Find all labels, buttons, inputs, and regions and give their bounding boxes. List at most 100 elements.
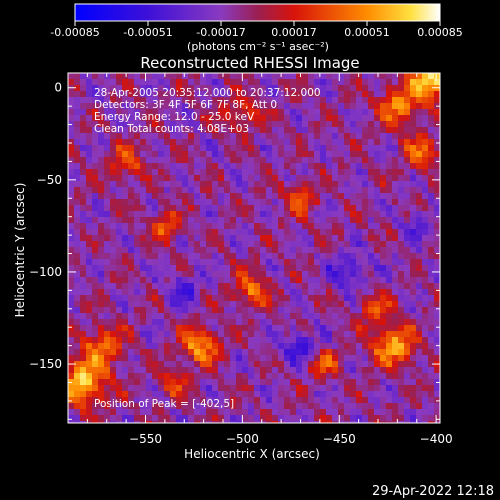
heatmap-cell — [86, 307, 92, 313]
heatmap-cell — [134, 301, 140, 307]
heatmap-cell — [104, 349, 110, 355]
heatmap-cell — [140, 163, 146, 169]
heatmap-cell — [284, 391, 290, 397]
heatmap-cell — [260, 235, 266, 241]
heatmap-cell — [266, 181, 272, 187]
heatmap-cell — [266, 253, 272, 259]
heatmap-cell — [428, 289, 434, 295]
heatmap-cell — [416, 187, 422, 193]
heatmap-cell — [194, 373, 200, 379]
heatmap-cell — [134, 403, 140, 409]
heatmap-cell — [404, 337, 410, 343]
heatmap-cell — [410, 295, 416, 301]
heatmap-cell — [128, 151, 134, 157]
heatmap-cell — [110, 397, 116, 403]
heatmap-cell — [116, 247, 122, 253]
heatmap-cell — [362, 391, 368, 397]
heatmap-cell — [146, 199, 152, 205]
heatmap-cell — [422, 193, 428, 199]
heatmap-cell — [380, 109, 386, 115]
heatmap-cell — [254, 259, 260, 265]
heatmap-cell — [398, 199, 404, 205]
heatmap-cell — [194, 313, 200, 319]
heatmap-cell — [164, 205, 170, 211]
heatmap-cell — [248, 277, 254, 283]
heatmap-cell — [218, 265, 224, 271]
heatmap-cell — [140, 319, 146, 325]
heatmap-cell — [398, 79, 404, 85]
heatmap-cell — [92, 277, 98, 283]
heatmap-cell — [320, 139, 326, 145]
heatmap-cell — [194, 205, 200, 211]
heatmap-cell — [320, 163, 326, 169]
heatmap-cell — [362, 109, 368, 115]
heatmap-cell — [80, 343, 86, 349]
heatmap-cell — [308, 157, 314, 163]
heatmap-cell — [164, 415, 170, 421]
heatmap-cell — [374, 217, 380, 223]
heatmap-cell — [194, 139, 200, 145]
heatmap-cell — [386, 103, 392, 109]
heatmap-cell — [80, 421, 86, 423]
heatmap-cell — [164, 163, 170, 169]
heatmap-cell — [308, 283, 314, 289]
heatmap-cell — [398, 355, 404, 361]
heatmap-cell — [356, 199, 362, 205]
heatmap-cell — [146, 175, 152, 181]
heatmap-cell — [392, 313, 398, 319]
heatmap-cell — [152, 235, 158, 241]
heatmap-cell — [80, 193, 86, 199]
heatmap-cell — [74, 133, 80, 139]
heatmap-cell — [182, 91, 188, 97]
heatmap-cell — [218, 187, 224, 193]
heatmap-cell — [206, 127, 212, 133]
heatmap-cell — [410, 331, 416, 337]
heatmap-cell — [128, 175, 134, 181]
heatmap-cell — [314, 259, 320, 265]
heatmap-cell — [278, 247, 284, 253]
heatmap-cell — [404, 289, 410, 295]
heatmap-cell — [134, 247, 140, 253]
heatmap-cell — [296, 319, 302, 325]
heatmap-cell — [92, 85, 98, 91]
heatmap-cell — [254, 319, 260, 325]
heatmap-cell — [98, 373, 104, 379]
heatmap-cell — [104, 289, 110, 295]
heatmap-cell — [116, 133, 122, 139]
heatmap-cell — [122, 373, 128, 379]
heatmap-cell — [218, 391, 224, 397]
heatmap-cell — [302, 319, 308, 325]
heatmap-cell — [344, 265, 350, 271]
heatmap-cell — [410, 421, 416, 423]
heatmap-cell — [332, 157, 338, 163]
heatmap-cell — [434, 367, 440, 373]
heatmap-cell — [320, 217, 326, 223]
heatmap-cell — [302, 301, 308, 307]
heatmap-cell — [332, 187, 338, 193]
heatmap-cell — [164, 397, 170, 403]
heatmap-cell — [404, 259, 410, 265]
heatmap-cell — [176, 115, 182, 121]
heatmap-cell — [206, 169, 212, 175]
heatmap-cell — [374, 259, 380, 265]
heatmap-cell — [428, 259, 434, 265]
heatmap-cell — [326, 199, 332, 205]
heatmap-cell — [248, 145, 254, 151]
heatmap-cell — [86, 271, 92, 277]
heatmap-cell — [284, 211, 290, 217]
heatmap-cell — [266, 157, 272, 163]
heatmap-cell — [170, 241, 176, 247]
heatmap-cell — [80, 97, 86, 103]
heatmap-cell — [416, 385, 422, 391]
heatmap-cell — [200, 169, 206, 175]
heatmap-cell — [272, 361, 278, 367]
heatmap-cell — [266, 283, 272, 289]
heatmap-cell — [116, 157, 122, 163]
heatmap-cell — [260, 409, 266, 415]
heatmap-cell — [368, 133, 374, 139]
heatmap-cell — [146, 313, 152, 319]
heatmap-cell — [380, 265, 386, 271]
heatmap-cell — [266, 241, 272, 247]
heatmap-cell — [338, 409, 344, 415]
heatmap-cell — [92, 145, 98, 151]
